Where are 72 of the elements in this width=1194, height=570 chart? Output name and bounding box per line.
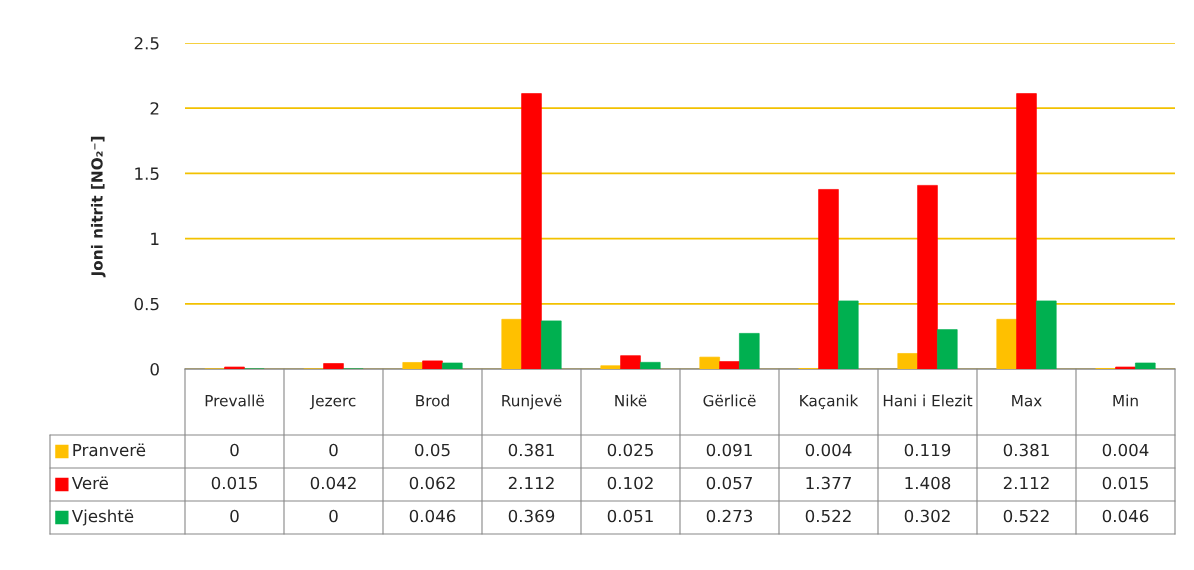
data-label: 2.112 xyxy=(508,476,554,490)
data-label: 0.057 xyxy=(706,476,752,490)
data-label: 0 xyxy=(329,509,338,523)
data-label: 0.119 xyxy=(904,443,951,457)
bar xyxy=(937,329,958,369)
x-tick-label: Gërlicë xyxy=(703,394,756,407)
data-label: 0.522 xyxy=(1003,509,1049,523)
bar xyxy=(838,300,859,369)
bar xyxy=(323,363,344,369)
data-label: 0.046 xyxy=(1102,509,1149,523)
bar xyxy=(1036,300,1057,369)
y-tick-label: 2 xyxy=(150,102,159,115)
legend-label: Vjeshtë xyxy=(71,509,134,526)
x-tick-label: Max xyxy=(1012,395,1042,407)
bar xyxy=(600,365,621,369)
bar xyxy=(402,362,423,369)
bar xyxy=(521,93,542,369)
x-tick-label: Nikë xyxy=(615,394,647,407)
data-label: 0.273 xyxy=(706,509,753,523)
legend-label: Pranverë xyxy=(73,443,146,457)
data-label: 0.091 xyxy=(706,443,752,457)
bar xyxy=(699,356,720,369)
data-label: 0.369 xyxy=(508,509,555,523)
x-tick-label: Min xyxy=(1113,394,1138,407)
bar xyxy=(620,355,641,369)
y-tick-label: 1 xyxy=(151,232,159,245)
x-tick-label: Hani i Elezit xyxy=(883,394,973,407)
data-label: 1.408 xyxy=(905,476,951,490)
data-label: 1.377 xyxy=(806,476,851,490)
bar xyxy=(640,362,661,369)
data-label: 0.015 xyxy=(211,476,257,490)
data-label: 0.102 xyxy=(607,476,653,490)
bar xyxy=(442,362,463,369)
y-axis-title: Joni nitrit [NO₂⁻] xyxy=(90,136,106,278)
bar xyxy=(422,360,443,369)
x-tick-label: Brod xyxy=(416,394,449,407)
bar xyxy=(719,361,740,369)
bar xyxy=(996,318,1017,369)
data-label: 0.381 xyxy=(508,443,554,457)
data-label: 0.015 xyxy=(1102,476,1148,490)
data-label: 0.004 xyxy=(1102,443,1149,457)
data-label: 0.381 xyxy=(1003,443,1049,457)
y-tick-label: 0 xyxy=(150,362,159,376)
bar xyxy=(739,333,760,369)
data-label: 0 xyxy=(329,443,338,457)
data-label: 0 xyxy=(230,509,239,523)
y-tick-label: 0.5 xyxy=(134,297,159,311)
bar xyxy=(917,185,938,369)
y-tick-label: 2.5 xyxy=(134,36,159,50)
bar xyxy=(501,318,522,369)
x-tick-label: Jezerc xyxy=(309,395,356,410)
data-label: 0.004 xyxy=(805,443,852,457)
legend-label: Verë xyxy=(71,476,108,490)
data-label: 0.522 xyxy=(805,509,851,523)
data-label: 0.046 xyxy=(409,509,456,523)
y-tick-label: 1.5 xyxy=(135,167,159,180)
data-label: 0.025 xyxy=(607,443,653,457)
x-tick-label: Prevallë xyxy=(205,394,264,407)
data-label: 2.112 xyxy=(1003,476,1049,490)
data-label: 0 xyxy=(230,443,239,457)
bar xyxy=(1016,93,1037,369)
data-label: 0.042 xyxy=(310,476,356,490)
bar xyxy=(541,320,562,369)
x-tick-label: Kaçanik xyxy=(800,394,859,410)
data-label: 0.05 xyxy=(415,443,450,457)
data-label: 0.062 xyxy=(409,476,455,490)
bar xyxy=(818,189,839,369)
bar xyxy=(1135,362,1156,369)
x-tick-label: Runjevë xyxy=(502,394,562,410)
data-label: 0.302 xyxy=(904,509,950,523)
data-label: 0.051 xyxy=(607,509,653,523)
bar xyxy=(897,353,918,369)
